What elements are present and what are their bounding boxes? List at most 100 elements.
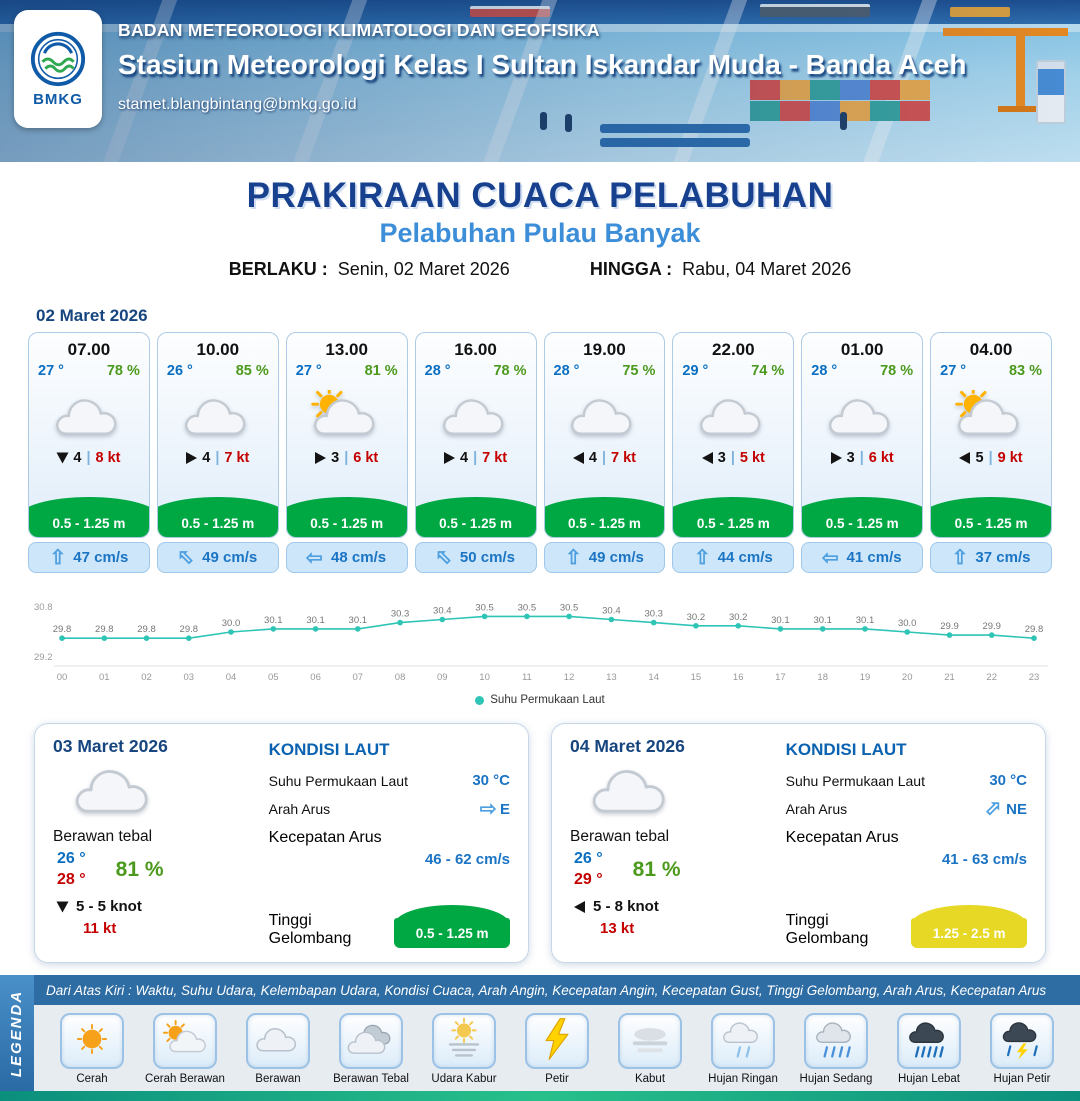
sst-chart-section: 30.8 29.2 29.8 00 29.8 01 29.8 02 29.8 03 30.0 04 30… [32,591,1048,713]
svg-text:15: 15 [691,672,702,683]
svg-text:14: 14 [648,672,659,683]
air-temp: 27 ° [38,363,64,379]
humidity: 81 % [632,857,681,881]
berawan-icon [67,759,259,826]
legend-icon-box [711,1013,775,1069]
svg-text:13: 13 [606,672,617,683]
chart-legend: Suhu Permukaan Laut [32,694,1048,706]
svg-text:29.8: 29.8 [137,624,156,635]
hingga-value: Rabu, 04 Maret 2026 [682,259,852,279]
hourly-card: 13.00 27 ° 81 % 3 | 6 kt 0.5 - 1.25 m ⇧ … [285,332,408,573]
validity-row: BERLAKU : Senin, 02 Maret 2026 HINGGA : … [0,259,1080,280]
current-speed: 47 cm/s [73,549,129,566]
ship-icon [950,7,1010,17]
wave-height-badge: 0.5 - 1.25 m [286,497,407,537]
wind-speed: 3 [846,450,855,466]
terminal-seats [600,124,750,133]
ship-icon [760,4,870,17]
air-temp: 29 ° [682,363,709,379]
title-block: PRAKIRAAN CUACA PELABUHAN Pelabuhan Pula… [0,162,1080,300]
hingga-label: HINGGA : [589,259,673,279]
svg-text:30.2: 30.2 [687,612,706,623]
forecast-time: 22.00 [712,340,755,359]
wind-direction-icon [56,452,69,464]
separator: | [473,450,478,466]
current-speed-value: 46 - 62 cm/s [424,851,510,868]
current-direction-icon: ⇧ [979,795,1007,823]
legend-label: Berawan [255,1073,301,1085]
legend-items-row: Cerah Cerah Berawan Berawan Berawan Teba… [34,1005,1080,1091]
legend-item: Petir [511,1013,603,1085]
temp-min: 26 ° [57,850,86,867]
svg-text:19: 19 [860,672,871,683]
station-name: Stasiun Meteorologi Kelas I Sultan Iskan… [118,49,967,80]
current-speed-value: 41 - 63 cm/s [941,851,1027,868]
wave-height-badge: 0.5 - 1.25 m [673,497,794,537]
forecast-time: 07.00 [67,340,111,359]
haze-icon [439,1017,489,1066]
person-silhouette [565,114,572,132]
current-speed: 50 cm/s [459,549,515,566]
legend-label: Berawan Tebal [333,1073,409,1085]
berawan-icon [802,384,922,448]
wind-speed: 4 [202,450,211,466]
current-speed-label: Kecepatan Arus [268,829,382,846]
wave-height-badge: 0.5 - 1.25 m [544,497,665,537]
legend-label: Hujan Lebat [897,1073,961,1085]
current-direction-label: Arah Arus [785,801,848,817]
moderate-rain-icon [811,1017,861,1066]
hourly-card: 01.00 28 ° 78 % 3 | 6 kt 0.5 - 1.25 m ⇧ … [801,332,924,573]
svg-text:30.0: 30.0 [222,618,241,629]
legend-item: Cerah Berawan [139,1013,231,1085]
legend-label: Hujan Sedang [799,1073,873,1085]
station-email: stamet.blangbintang@bmkg.go.id [118,96,357,113]
legend-icon-box [525,1013,589,1069]
svg-text:29.2: 29.2 [34,652,53,663]
svg-text:30.1: 30.1 [813,615,832,626]
current-direction-icon: ⇧ [565,546,582,569]
current-direction-icon: ⇧ [304,549,327,566]
legend-item: Cerah [46,1013,138,1085]
legend-icon-box [339,1013,403,1069]
humidity: 81 % [115,857,164,881]
cerah-berawan-icon [287,384,407,448]
current-direction-label: Arah Arus [268,801,331,817]
legend-label: Petir [545,1073,569,1085]
wind-speed: 3 [717,450,726,466]
wave-height-badge: 0.5 - 1.25 m [394,905,510,948]
current-speed: 44 cm/s [717,549,773,566]
legend-note-bar: Dari Atas Kiri : Waktu, Suhu Udara, Kele… [34,975,1080,1005]
sst-label: Suhu Permukaan Laut [268,772,408,789]
humidity: 78 % [493,363,527,379]
gust-speed: 9 kt [997,450,1023,466]
current-direction-icon: ⇧ [475,800,498,818]
legend-item: Berawan [232,1013,324,1085]
wind-speed: 5 [975,450,984,466]
hourly-card: 19.00 28 ° 75 % 4 | 7 kt 0.5 - 1.25 m ⇧ … [543,332,666,573]
svg-text:30.4: 30.4 [602,606,621,617]
wave-height-label: Tinggi Gelombang [268,912,352,947]
legend-item: Hujan Lebat [883,1013,975,1085]
hourly-card: 16.00 28 ° 78 % 4 | 7 kt 0.5 - 1.25 m ⇧ … [414,332,537,573]
air-temp: 28 ° [424,363,451,379]
svg-text:30.5: 30.5 [560,602,579,613]
sst-line-chart: 30.8 29.2 29.8 00 29.8 01 29.8 02 29.8 03 30.0 04 30… [32,591,1048,688]
svg-text:30.1: 30.1 [856,615,875,626]
current-speed-label: Kecepatan Arus [785,829,899,846]
svg-text:09: 09 [437,672,448,683]
legend-item: Hujan Ringan [697,1013,789,1085]
current-strip: ⇧ 49 cm/s [156,542,279,573]
wave-height-badge: 0.5 - 1.25 m [931,497,1052,537]
wave-height-badge: 0.5 - 1.25 m [157,497,278,537]
wind-direction-icon [574,900,585,913]
wind-direction-icon [186,452,198,464]
day-condition: Berawan tebal [53,828,153,845]
svg-text:30.1: 30.1 [771,615,790,626]
air-temp: 28 ° [811,363,838,379]
air-temp: 28 ° [553,363,580,379]
wave-height-badge: 0.5 - 1.25 m [28,497,149,537]
svg-text:02: 02 [141,672,152,683]
temp-max: 28 ° [57,871,86,888]
svg-text:06: 06 [310,672,321,683]
berawan-icon [673,384,793,448]
